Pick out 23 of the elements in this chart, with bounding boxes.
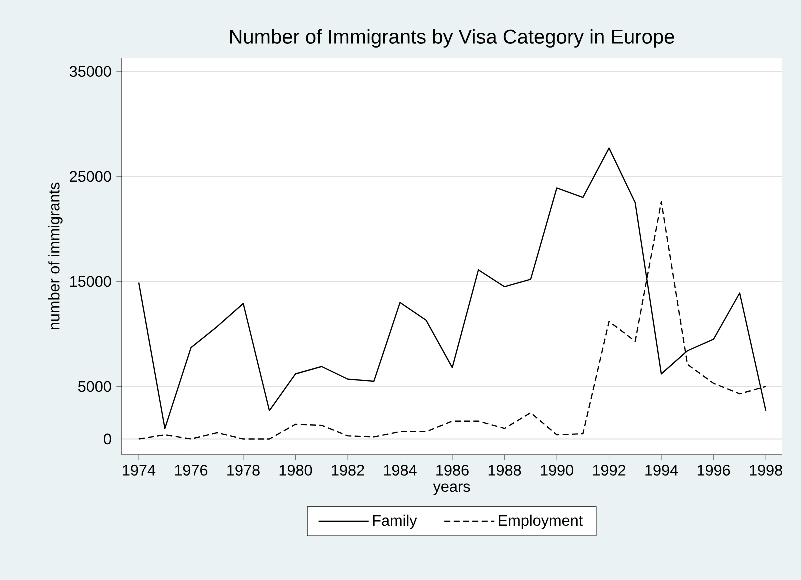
legend-label: Family [373,514,418,530]
x-tick-label: 1992 [593,465,626,476]
x-axis-title: years [433,484,470,496]
y-tick-label: 5000 [78,381,112,392]
x-tick-label: 1986 [436,465,469,476]
x-tick-label: 1982 [332,465,364,476]
x-tick-label: 1980 [280,465,312,476]
legend-label: Employment [499,514,583,530]
x-tick-label: 1988 [488,465,522,476]
y-tick-label: 35000 [70,66,112,78]
y-tick-label: 0 [104,434,112,445]
x-tick-label: 1998 [750,465,782,476]
x-tick-label: 1994 [646,465,678,476]
y-tick-label: 25000 [70,171,112,182]
x-tick-label: 1984 [384,465,417,476]
x-tick-label: 1996 [698,465,730,476]
chart-title: Number of Immigrants by Visa Category in Europe [230,29,674,48]
y-tick-label: 15000 [70,276,112,288]
x-tick-label: 1974 [123,465,156,476]
x-tick-label: 1976 [175,465,208,476]
y-axis-title: number of immigrants [48,182,63,330]
x-tick-label: 1978 [228,465,260,476]
x-tick-label: 1990 [541,465,574,476]
